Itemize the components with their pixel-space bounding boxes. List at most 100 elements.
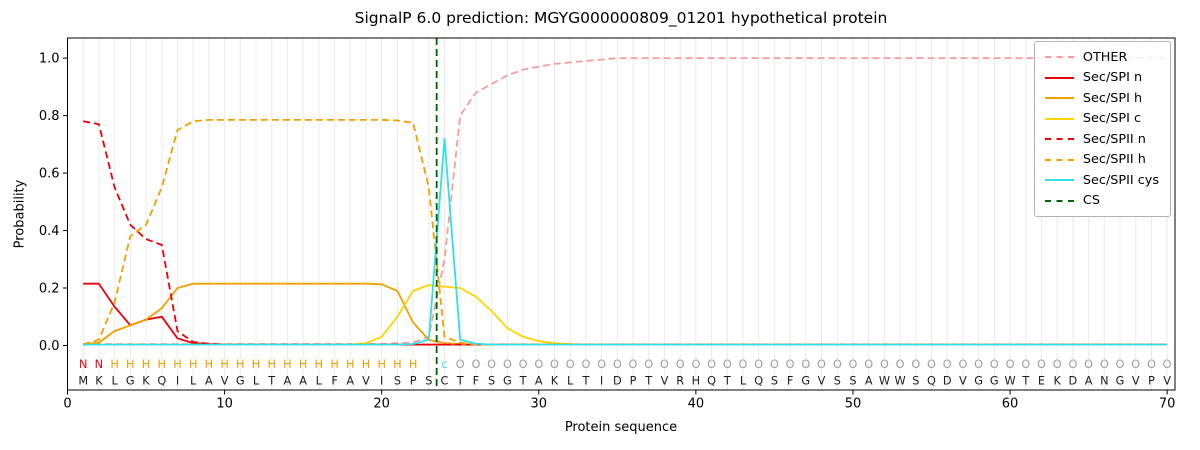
svg-text:S: S: [849, 375, 856, 388]
svg-text:L: L: [740, 375, 747, 388]
sequence-letters: NMNKHLHGHKHQHIHLHAHVHGHLHTHAHAHLHFHAHVHI…: [78, 358, 1171, 387]
legend-item-sec-spii-n: Sec/SPII n: [1044, 131, 1159, 148]
legend-label: Sec/SPII cys: [1082, 172, 1159, 188]
svg-text:L: L: [111, 375, 118, 388]
svg-text:40: 40: [688, 397, 705, 412]
axes: 0 10 20 30 40 50 60 70 0.0 0.2 0.4 0.6 0.8 1.0: [39, 37, 1176, 412]
svg-text:O: O: [958, 358, 967, 371]
svg-text:G: G: [974, 375, 983, 388]
svg-text:H: H: [158, 358, 167, 371]
svg-text:O: O: [629, 358, 638, 371]
svg-text:O: O: [613, 358, 622, 371]
svg-text:10: 10: [216, 397, 233, 412]
svg-text:I: I: [176, 375, 179, 388]
svg-text:O: O: [943, 358, 952, 371]
svg-text:O: O: [707, 358, 716, 371]
svg-text:H: H: [252, 358, 261, 371]
legend-item-sec-spi-n: Sec/SPI n: [1044, 70, 1159, 87]
svg-text:C: C: [441, 375, 449, 388]
svg-text:S: S: [912, 375, 919, 388]
svg-text:I: I: [380, 375, 383, 388]
svg-text:H: H: [267, 358, 276, 371]
svg-text:O: O: [1131, 358, 1140, 371]
svg-text:G: G: [236, 375, 245, 388]
legend-item-cs: CS: [1044, 193, 1159, 210]
svg-text:W: W: [1005, 375, 1016, 388]
svg-text:O: O: [833, 358, 842, 371]
svg-text:A: A: [299, 375, 307, 388]
svg-text:G: G: [1116, 375, 1125, 388]
svg-text:G: G: [801, 375, 810, 388]
svg-text:H: H: [189, 358, 198, 371]
svg-text:P: P: [1148, 375, 1155, 388]
svg-text:0.0: 0.0: [39, 339, 60, 354]
svg-text:V: V: [818, 375, 826, 388]
svg-text:0: 0: [63, 397, 71, 412]
svg-text:O: O: [990, 358, 999, 371]
svg-text:O: O: [534, 358, 543, 371]
svg-text:O: O: [864, 358, 873, 371]
svg-text:A: A: [346, 375, 354, 388]
svg-text:T: T: [723, 375, 731, 388]
series-line-sec-spii-cys: [83, 137, 1168, 346]
svg-text:H: H: [330, 358, 339, 371]
series-line-sec-spi-n: [83, 282, 1168, 346]
svg-text:L: L: [253, 375, 260, 388]
svg-text:T: T: [456, 375, 464, 388]
svg-text:P: P: [410, 375, 417, 388]
svg-text:O: O: [691, 358, 700, 371]
legend-label: Sec/SPI h: [1082, 90, 1143, 106]
svg-text:O: O: [519, 358, 528, 371]
svg-text:K: K: [142, 375, 150, 388]
svg-text:G: G: [990, 375, 999, 388]
svg-text:O: O: [456, 358, 465, 371]
svg-text:T: T: [1021, 375, 1029, 388]
legend-label: Sec/SPI n: [1082, 70, 1143, 86]
svg-text:O: O: [896, 358, 905, 371]
svg-text:W: W: [879, 375, 890, 388]
svg-text:O: O: [1147, 358, 1156, 371]
svg-text:30: 30: [531, 397, 548, 412]
svg-text:O: O: [597, 358, 606, 371]
svg-text:V: V: [362, 375, 370, 388]
legend-label: CS: [1082, 193, 1100, 209]
series-line-sec-spi-h: [83, 282, 1168, 346]
svg-text:W: W: [895, 375, 906, 388]
svg-text:G: G: [503, 375, 512, 388]
svg-text:c: c: [441, 358, 447, 371]
svg-text:N: N: [1100, 375, 1108, 388]
svg-text:O: O: [1021, 358, 1030, 371]
svg-text:O: O: [1084, 358, 1093, 371]
svg-text:A: A: [1085, 375, 1093, 388]
legend-item-sec-spii-h: Sec/SPII h: [1044, 152, 1159, 169]
svg-text:L: L: [567, 375, 574, 388]
svg-text:O: O: [1116, 358, 1125, 371]
svg-text:O: O: [1068, 358, 1077, 371]
svg-text:H: H: [315, 358, 324, 371]
svg-text:H: H: [299, 358, 308, 371]
svg-text:A: A: [535, 375, 543, 388]
svg-text:G: G: [126, 375, 135, 388]
svg-text:O: O: [849, 358, 858, 371]
svg-text:K: K: [95, 375, 103, 388]
svg-text:F: F: [787, 375, 794, 388]
svg-text:O: O: [770, 358, 779, 371]
svg-text:A: A: [205, 375, 213, 388]
gridlines: [82, 38, 1168, 390]
svg-text:O: O: [550, 358, 559, 371]
svg-text:O: O: [1006, 358, 1015, 371]
svg-text:T: T: [581, 375, 589, 388]
series-line-sec-spi-c: [83, 284, 1168, 346]
svg-text:O: O: [754, 358, 763, 371]
svg-text:F: F: [473, 375, 480, 388]
svg-text:O: O: [1037, 358, 1046, 371]
svg-text:O: O: [1163, 358, 1172, 371]
legend-line-sample: [1044, 138, 1074, 141]
svg-text:50: 50: [845, 397, 862, 412]
svg-text:D: D: [1069, 375, 1078, 388]
svg-text:L: L: [190, 375, 197, 388]
svg-text:H: H: [142, 358, 151, 371]
svg-text:0.4: 0.4: [39, 224, 60, 239]
svg-text:O: O: [801, 358, 810, 371]
